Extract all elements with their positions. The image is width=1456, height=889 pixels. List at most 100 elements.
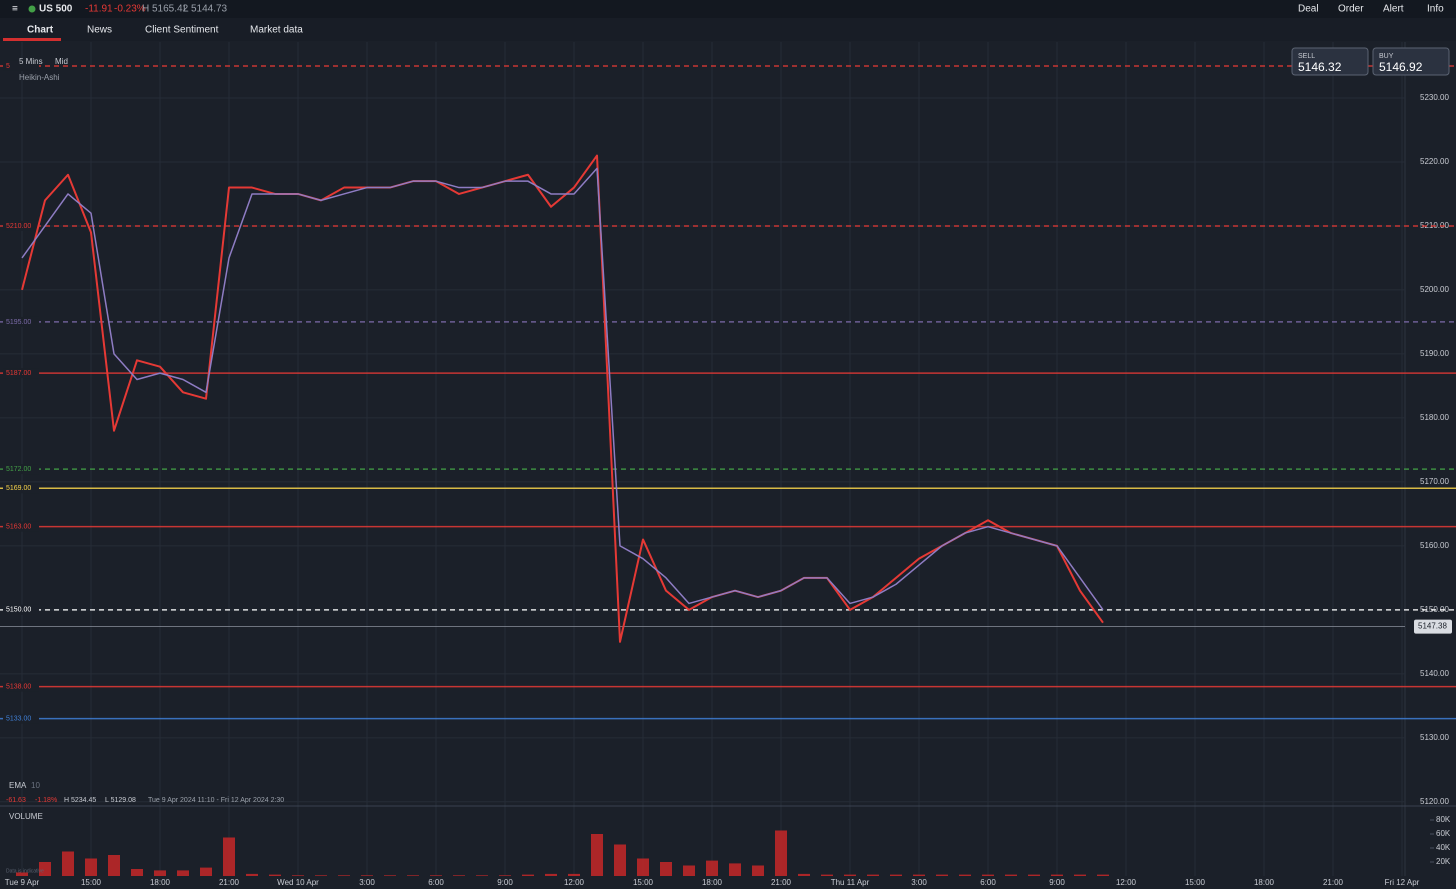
buy-button[interactable] [1372, 47, 1450, 76]
volume-bar [177, 870, 189, 876]
tab[interactable]: Market data [250, 25, 303, 36]
price-level-label: 5210.00 [6, 223, 31, 230]
x-tick-label: 21:00 [771, 878, 792, 887]
volume-bar [62, 851, 74, 876]
chart-layer: Tue 9 Apr 15:00 18:00 21:00 Wed 10 Apr 3:00 6:… [0, 42, 1456, 887]
volume-bar [39, 862, 51, 876]
range-high: H 5234.45 [64, 797, 96, 804]
x-tick-label: 3:00 [911, 878, 927, 887]
volume-bar [338, 875, 350, 876]
price-level-label: 5187.00 [6, 370, 31, 377]
tab[interactable]: Chart [27, 25, 54, 36]
price-level-tag [3, 60, 39, 71]
change: -11.91 [85, 4, 113, 15]
volume-bar [522, 874, 534, 876]
volume-bar [890, 874, 902, 876]
x-tick-label: 18:00 [150, 878, 171, 887]
y-tick-label: 80K [1436, 815, 1451, 824]
y-tick-label: 5220.00 [1420, 157, 1449, 166]
volume-bar [545, 873, 557, 876]
range-change-pct: -1.18% [35, 797, 57, 804]
x-tick-label: 15:00 [1185, 878, 1206, 887]
range-change: -61.63 [6, 797, 26, 804]
y-tick-label: 40K [1436, 843, 1451, 852]
volume-bar [1005, 874, 1017, 876]
y-tick-label: 60K [1436, 829, 1451, 838]
volume-bar [660, 862, 672, 876]
volume-bar [315, 875, 327, 876]
x-tick-label: Thu 11 Apr [831, 878, 870, 887]
x-tick-label: 12:00 [1116, 878, 1137, 887]
sell-button[interactable] [1291, 47, 1369, 76]
action[interactable]: Deal [1298, 4, 1319, 15]
price-level-label: 5150.00 [6, 607, 31, 614]
price-level-label: 5169.00 [6, 485, 31, 492]
tab[interactable]: Client Sentiment [145, 25, 219, 36]
volume-bar [798, 873, 810, 876]
volume-bar [568, 873, 580, 876]
volume-bar [407, 875, 419, 876]
sell-price: 5146.32 [1298, 60, 1342, 74]
volume-bar [16, 872, 28, 876]
volume-bar [959, 874, 971, 876]
price-level-label: 5 [6, 63, 10, 70]
volume-bar [867, 874, 879, 876]
y-tick-label: 5130.00 [1420, 733, 1449, 742]
x-tick-label: Wed 10 Apr [277, 878, 319, 887]
volume-bar [384, 875, 396, 876]
range-dates: Tue 9 Apr 2024 11:10 - Fri 12 Apr 2024 2… [148, 797, 284, 804]
ema-label: EMA [9, 781, 27, 790]
volume-bar [591, 834, 603, 876]
y-tick-label: 20K [1436, 857, 1451, 866]
active-tab-underline [3, 38, 61, 41]
volume-bar [453, 875, 465, 876]
volume-bar [499, 875, 511, 876]
tab[interactable]: News [87, 25, 112, 36]
low: L 5144.73 [183, 4, 228, 15]
action[interactable]: Info [1427, 4, 1444, 15]
price-level-label: 5195.00 [6, 319, 31, 326]
y-tick-label: 5160.00 [1420, 541, 1449, 550]
volume-bar [706, 860, 718, 876]
price-level-tag [3, 464, 39, 475]
price-level-label: 5163.00 [6, 524, 31, 531]
price-type[interactable]: Mid [55, 57, 68, 66]
instrument[interactable]: US 500 [39, 4, 73, 15]
disclaimer: Data is indicative [6, 868, 44, 874]
volume-bar [775, 830, 787, 876]
volume-bar [430, 875, 442, 876]
status-dot [28, 5, 36, 13]
x-tick-label: Tue 9 Apr [5, 878, 40, 887]
current-price-tag [1414, 619, 1452, 634]
volume-bar [1097, 874, 1109, 876]
volume-bar [361, 875, 373, 876]
price-level-tag [3, 220, 39, 231]
y-tick-label: 5200.00 [1420, 285, 1449, 294]
price-level-tag [3, 681, 39, 692]
x-tick-label: Fri 12 Apr [1385, 878, 1420, 887]
ema-period: 10 [31, 781, 40, 790]
action[interactable]: Alert [1383, 4, 1404, 15]
buy-label: BUY [1379, 53, 1394, 60]
action[interactable]: Order [1338, 4, 1364, 15]
x-tick-label: 9:00 [1049, 878, 1065, 887]
volume-bar [1074, 874, 1086, 876]
y-tick-label: 5120.00 [1420, 797, 1449, 806]
buy-price: 5146.92 [1379, 60, 1423, 74]
price-level-label: 5133.00 [6, 715, 31, 722]
x-tick-label: 18:00 [702, 878, 723, 887]
interval[interactable]: 5 Mins [19, 57, 43, 66]
sell-label: SELL [1298, 53, 1315, 60]
series-line [21, 154, 1104, 643]
volume-bar [154, 870, 166, 876]
volume-bar [131, 869, 143, 876]
y-tick-label: 5140.00 [1420, 669, 1449, 678]
y-tick-label: 5180.00 [1420, 413, 1449, 422]
x-tick-label: 6:00 [980, 878, 996, 887]
x-tick-label: 18:00 [1254, 878, 1275, 887]
menu-icon[interactable]: ≡ [12, 4, 18, 15]
volume-bar [936, 874, 948, 876]
top-bar [0, 0, 1456, 18]
